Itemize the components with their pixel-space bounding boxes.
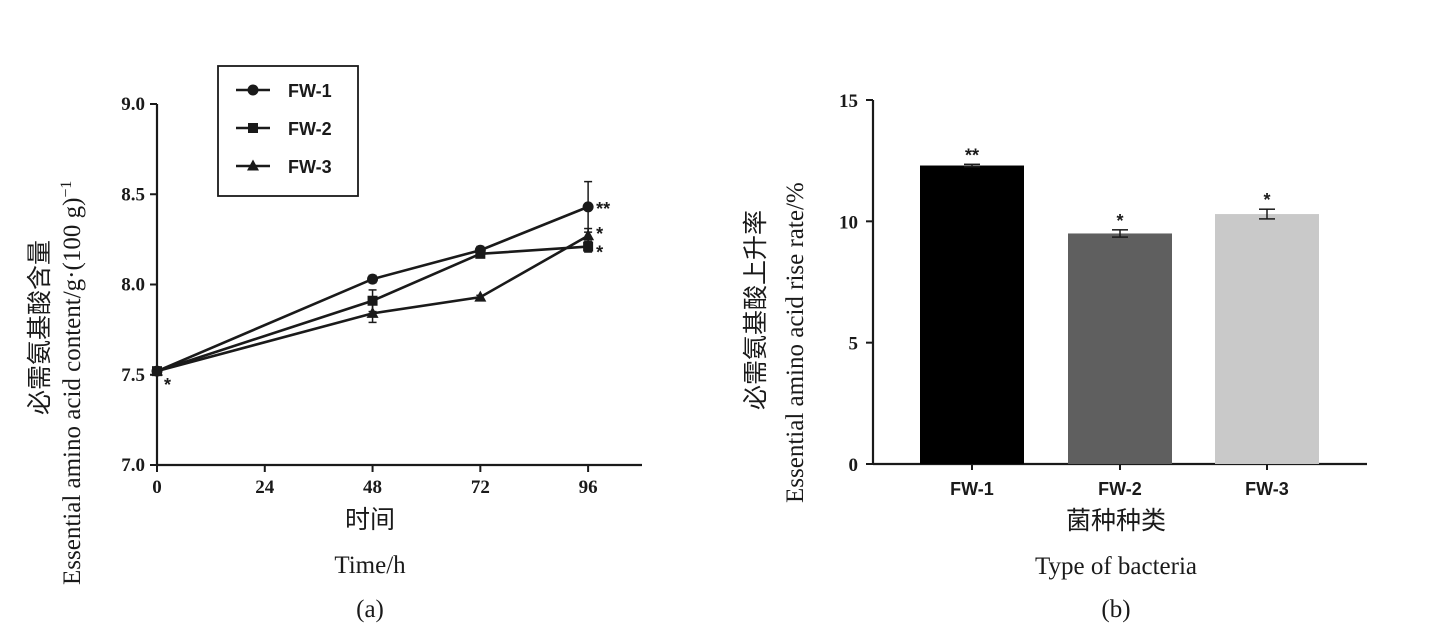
y-axis-label-en: Essential amino acid content/g·(100 g)−1 bbox=[58, 181, 86, 585]
legend-label-fw-2: FW-2 bbox=[288, 119, 332, 139]
legend-label-fw-3: FW-3 bbox=[288, 157, 332, 177]
data-point-fw-2 bbox=[475, 248, 486, 259]
data-point-fw-1 bbox=[582, 201, 594, 213]
x-axis-label-en: Time/h bbox=[334, 552, 406, 579]
x-tick-label: 48 bbox=[363, 477, 382, 498]
legend-label-fw-1: FW-1 bbox=[288, 81, 332, 101]
panel-caption-a: (a) bbox=[356, 596, 384, 623]
series-line-fw-1 bbox=[156, 205, 589, 373]
legend-box bbox=[217, 65, 359, 197]
data-point-fw-3 bbox=[474, 290, 487, 302]
bar-fw-3 bbox=[1215, 214, 1319, 464]
y-tick-label: 0 bbox=[849, 455, 859, 476]
bar-fw-2 bbox=[1068, 233, 1172, 464]
significance-mark: * bbox=[164, 375, 171, 395]
series-line-fw-2 bbox=[156, 245, 589, 373]
x-axis-label-cn: 菌种种类 bbox=[1066, 507, 1166, 535]
significance-mark: ** bbox=[596, 199, 610, 219]
y-tick-label: 8.5 bbox=[121, 184, 145, 205]
category-label-fw-1: FW-1 bbox=[950, 479, 994, 499]
x-axis-label-cn: 时间 bbox=[345, 506, 395, 534]
significance-mark: * bbox=[1116, 211, 1123, 231]
significance-mark: * bbox=[1263, 190, 1270, 210]
data-point-fw-3 bbox=[366, 306, 379, 318]
y-axis-label-cn: 必需氨基酸上升率 bbox=[742, 210, 770, 410]
line-chart-panel: 7.07.58.08.59.0 0 24 48 72 96 ***** FW-1FW-2… bbox=[26, 65, 642, 623]
x-tick-label: 96 bbox=[579, 477, 598, 498]
data-point-fw-2 bbox=[583, 241, 594, 252]
significance-mark: ** bbox=[965, 145, 979, 165]
y-tick-label: 9.0 bbox=[121, 94, 145, 115]
y-axis-label-cn: 必需氨基酸含量 bbox=[26, 240, 54, 415]
y-axis-label-en: Essential amino acid rise rate/% bbox=[782, 182, 809, 503]
x-axis-label-en: Type of bacteria bbox=[1035, 553, 1197, 580]
category-label-fw-3: FW-3 bbox=[1245, 479, 1289, 499]
y-tick-label: 7.5 bbox=[121, 365, 145, 386]
y-tick-label: 7.0 bbox=[121, 455, 145, 476]
panel-caption-b: (b) bbox=[1101, 596, 1130, 623]
legend-marker-fw-3 bbox=[247, 159, 259, 171]
x-tick-label: 72 bbox=[471, 477, 490, 498]
category-label-fw-2: FW-2 bbox=[1098, 479, 1142, 499]
x-tick-label: 24 bbox=[255, 477, 275, 498]
data-point-fw-2 bbox=[367, 295, 378, 306]
legend: FW-1 FW-2 FW-3 bbox=[217, 65, 359, 197]
data-point-fw-3 bbox=[582, 229, 595, 241]
data-point-fw-1 bbox=[367, 273, 379, 285]
legend-marker-fw-1 bbox=[247, 84, 259, 96]
x-tick-label: 0 bbox=[152, 477, 162, 498]
y-tick-label: 8.0 bbox=[121, 275, 145, 296]
significance-mark: * bbox=[596, 224, 603, 244]
y-tick-label: 5 bbox=[849, 334, 859, 355]
significance-mark: * bbox=[596, 243, 603, 263]
legend-marker-fw-2 bbox=[248, 123, 258, 133]
data-point-fw-3 bbox=[151, 364, 163, 376]
series-line-fw-3 bbox=[156, 234, 589, 373]
bar-fw-1 bbox=[920, 165, 1024, 464]
y-tick-label: 15 bbox=[839, 91, 858, 112]
y-tick-label: 10 bbox=[839, 212, 858, 233]
